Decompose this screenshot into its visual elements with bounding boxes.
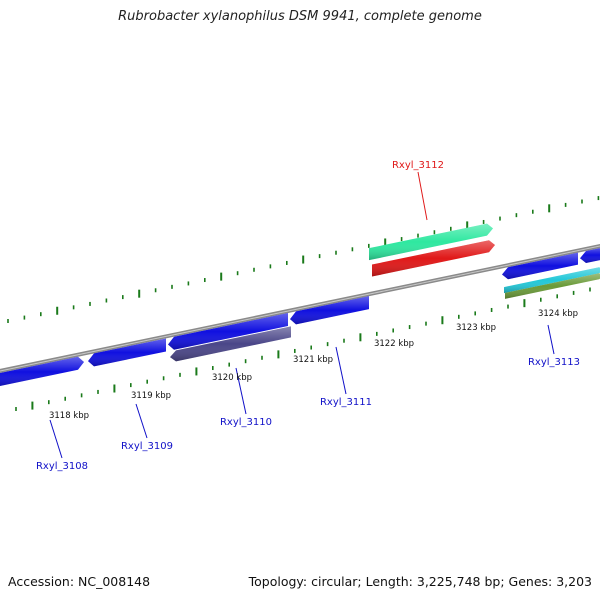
gene-label: Rxyl_3109 xyxy=(121,441,173,452)
accession-text: Accession: NC_008148 xyxy=(8,574,151,589)
label-pointer-line xyxy=(235,367,247,415)
gene-label: Rxyl_3113 xyxy=(528,357,580,368)
label-pointer-line xyxy=(49,419,63,459)
tick-label: 3119 kbp xyxy=(131,391,171,401)
feature-rxyl-3110-shading xyxy=(170,326,291,362)
label-pointer-line xyxy=(135,403,148,439)
feature-rxyl-3112-teal-shading xyxy=(369,223,493,261)
gene-rxyl-3113-b-shading xyxy=(580,248,600,263)
gene-rxyl-3113-a-shading xyxy=(502,252,578,280)
label-pointer-line xyxy=(547,324,555,355)
label-pointer-line xyxy=(335,346,347,395)
gene-rxyl-3108-shading xyxy=(0,356,84,386)
label-pointer-line xyxy=(417,171,428,221)
gene-label: Rxyl_3111 xyxy=(320,397,372,408)
feature-cyan-shading xyxy=(504,267,600,294)
tick-label: 3118 kbp xyxy=(49,411,89,421)
tick-label: 3124 kbp xyxy=(538,309,578,319)
feature-olive-shading xyxy=(505,273,600,299)
gene-label: Rxyl_3110 xyxy=(220,417,272,428)
genome-stats-text: Topology: circular; Length: 3,225,748 bp… xyxy=(248,574,592,589)
gene-features xyxy=(0,223,600,386)
tick-label: 3120 kbp xyxy=(212,373,252,383)
tick-label: 3122 kbp xyxy=(374,339,414,349)
inner-tick-track xyxy=(15,287,591,411)
gene-rxyl-3109-shading xyxy=(88,338,166,367)
gene-rxyl-3112-shading xyxy=(372,240,495,277)
tick-label: 3123 kbp xyxy=(456,323,496,333)
gene-rxyl-3111-shading xyxy=(290,296,369,325)
outer-tick-track xyxy=(7,196,600,323)
label-pointers xyxy=(49,171,555,459)
gene-label: Rxyl_3112 xyxy=(392,160,444,171)
map-title: Rubrobacter xylanophilus DSM 9941, compl… xyxy=(118,9,482,24)
gene-label: Rxyl_3108 xyxy=(36,461,88,472)
gene-rxyl-3110-strand-shading xyxy=(168,313,288,350)
tick-label: 3121 kbp xyxy=(293,355,333,365)
text-labels: 3118 kbp 3119 kbp 3120 kbp 3121 kbp 3122 kbp… xyxy=(36,160,580,472)
